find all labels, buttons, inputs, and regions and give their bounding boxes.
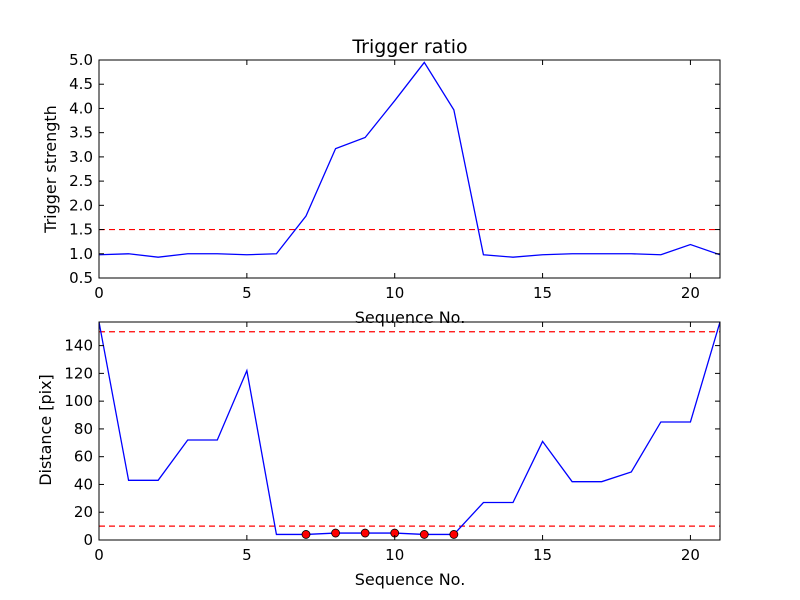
x-tick-label: 5 [242, 284, 252, 302]
data-series-line [99, 61, 720, 258]
x-tick-label: 10 [385, 546, 404, 564]
x-tick-label: 20 [681, 546, 700, 564]
trigger-ratio-subplot: Trigger ratio Sequence No. Trigger stren… [41, 36, 721, 327]
x-tick-label: 5 [242, 546, 252, 564]
y-tick-label: 2.0 [69, 196, 93, 214]
y-tick-label: 1.5 [69, 221, 93, 239]
y-tick-label: 40 [74, 475, 93, 493]
plot-area [99, 322, 720, 539]
x-axis-label: Sequence No. [355, 308, 466, 327]
y-tick-label: 60 [74, 448, 93, 466]
y-tick-label: 120 [64, 364, 93, 382]
data-marker [301, 530, 311, 539]
x-tick-label: 15 [533, 546, 552, 564]
data-marker [419, 530, 429, 539]
y-tick-label: 80 [74, 420, 93, 438]
x-tick-label: 0 [94, 284, 104, 302]
y-tick-label: 100 [64, 392, 93, 410]
y-tick-label: 0.5 [69, 269, 93, 287]
axes-frame [98, 59, 721, 279]
y-tick-label: 4.0 [69, 99, 93, 117]
x-tick-label: 0 [94, 546, 104, 564]
y-tick-label: 3.0 [69, 148, 93, 166]
data-series-line [99, 322, 720, 536]
y-tick-label: 0 [83, 531, 93, 549]
y-axis-label: Trigger strength [41, 105, 60, 234]
y-tick-label: 1.0 [69, 245, 93, 263]
x-axis-label: Sequence No. [355, 570, 466, 589]
data-marker [449, 530, 459, 539]
axes-frame [98, 321, 721, 541]
data-marker [331, 528, 340, 538]
x-tick-label: 20 [681, 284, 700, 302]
x-tick-label: 10 [385, 284, 404, 302]
y-axis-label: Distance [pix] [36, 374, 55, 486]
y-tick-label: 4.5 [69, 75, 93, 93]
distance-subplot: Sequence No. Distance [pix] 0 5 10 15 20 0 20 4… [36, 321, 721, 589]
y-tick-label: 5.0 [69, 51, 93, 69]
plot-area [99, 61, 720, 258]
x-tick-label: 15 [533, 284, 552, 302]
y-tick-label: 140 [64, 337, 93, 355]
data-marker [360, 528, 370, 538]
y-tick-label: 3.5 [69, 124, 93, 142]
y-tick-label: 20 [74, 503, 93, 521]
chart-title: Trigger ratio [351, 36, 467, 58]
y-tick-label: 2.5 [69, 172, 93, 190]
